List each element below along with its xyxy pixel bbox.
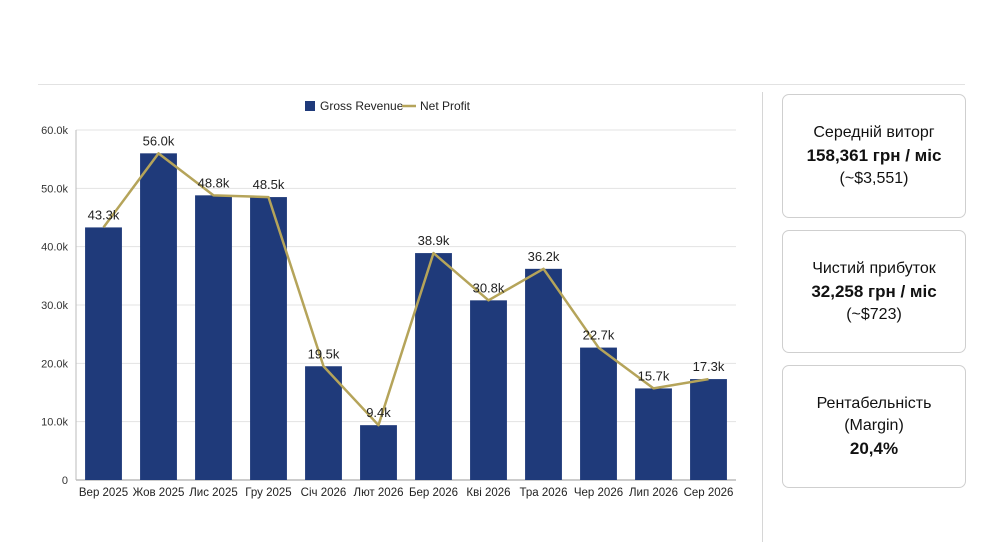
- y-tick-label: 40.0k: [41, 242, 68, 254]
- net-profit-value: 32,258 грн / міс: [811, 281, 937, 301]
- data-label: 38.9k: [418, 233, 450, 248]
- bar: [195, 195, 232, 480]
- x-tick-label: Січ 2026: [301, 487, 347, 499]
- x-tick-label: Лип 2026: [629, 487, 678, 499]
- bar: [140, 153, 177, 480]
- bar: [250, 197, 287, 480]
- margin-sublabel: (Margin): [844, 416, 904, 434]
- bar: [470, 300, 507, 480]
- margin-label: Рентабельність: [816, 394, 932, 412]
- data-label: 19.5k: [308, 346, 340, 361]
- data-label: 22.7k: [583, 328, 615, 343]
- avg-revenue-card: Середній виторг 158,361 грн / міс (~$3,5…: [782, 94, 966, 218]
- bar: [415, 253, 452, 480]
- y-tick-label: 0: [62, 475, 68, 487]
- data-label: 30.8k: [473, 280, 505, 295]
- net-profit-label: Чистий прибуток: [812, 259, 936, 277]
- x-tick-label: Бер 2026: [409, 487, 458, 499]
- revenue-profit-chart: 0 10.0k 20.0k 30.0k 40.0k 50.0k 60.0k Вер 2025 Ж…: [0, 86, 760, 546]
- avg-revenue-label: Середній виторг: [813, 124, 935, 141]
- avg-revenue-value: 158,361 грн / міс: [806, 146, 942, 165]
- x-tick-label: Кві 2026: [466, 487, 510, 499]
- data-label: 56.0k: [143, 133, 175, 148]
- x-tick-label: Вер 2025: [79, 487, 128, 499]
- y-tick-label: 60.0k: [41, 125, 68, 137]
- margin-card: Рентабельність (Margin) 20,4%: [782, 365, 966, 488]
- x-tick-label: Сер 2026: [684, 487, 734, 499]
- bar: [635, 388, 672, 480]
- bar: [690, 379, 727, 480]
- margin-value: 20,4%: [849, 438, 899, 458]
- y-tick-label: 30.0k: [41, 300, 68, 312]
- y-tick-label: 50.0k: [41, 183, 68, 195]
- x-tick-label: Лют 2026: [354, 487, 404, 499]
- legend-swatch-gross-revenue: [305, 101, 315, 111]
- legend-label-net-profit: Net Profit: [420, 99, 471, 113]
- chart-canvas: 0 10.0k 20.0k 30.0k 40.0k 50.0k 60.0k Вер 2025 Ж…: [41, 99, 736, 499]
- data-label: 43.3k: [88, 207, 120, 222]
- net-profit-usd: (~$723): [846, 305, 902, 323]
- bar: [305, 366, 342, 480]
- data-label: 48.8k: [198, 175, 230, 190]
- bar: [525, 268, 562, 480]
- net-profit-card: Чистий прибуток 32,258 грн / міс (~$723): [782, 230, 966, 353]
- avg-revenue-usd: (~$3,551): [839, 170, 909, 187]
- data-label: 15.7k: [638, 368, 670, 383]
- x-tick-label: Гру 2025: [245, 487, 291, 499]
- net-profit-line: [102, 152, 709, 427]
- bar: [580, 347, 617, 480]
- y-tick-label: 20.0k: [41, 358, 68, 370]
- vertical-divider: [762, 92, 763, 542]
- data-label: 36.2k: [528, 249, 560, 264]
- bar: [360, 425, 397, 480]
- data-label: 17.3k: [693, 359, 725, 374]
- data-label: 48.5k: [253, 177, 285, 192]
- x-tick-label: Тра 2026: [520, 487, 568, 499]
- bar: [85, 227, 122, 480]
- x-tick-label: Жов 2025: [133, 487, 185, 499]
- x-tick-label: Лис 2025: [189, 487, 238, 499]
- top-divider: [38, 84, 965, 85]
- x-tick-label: Чер 2026: [574, 487, 623, 499]
- legend-label-gross-revenue: Gross Revenue: [320, 99, 404, 113]
- y-tick-label: 10.0k: [41, 417, 68, 429]
- data-label: 9.4k: [366, 405, 391, 420]
